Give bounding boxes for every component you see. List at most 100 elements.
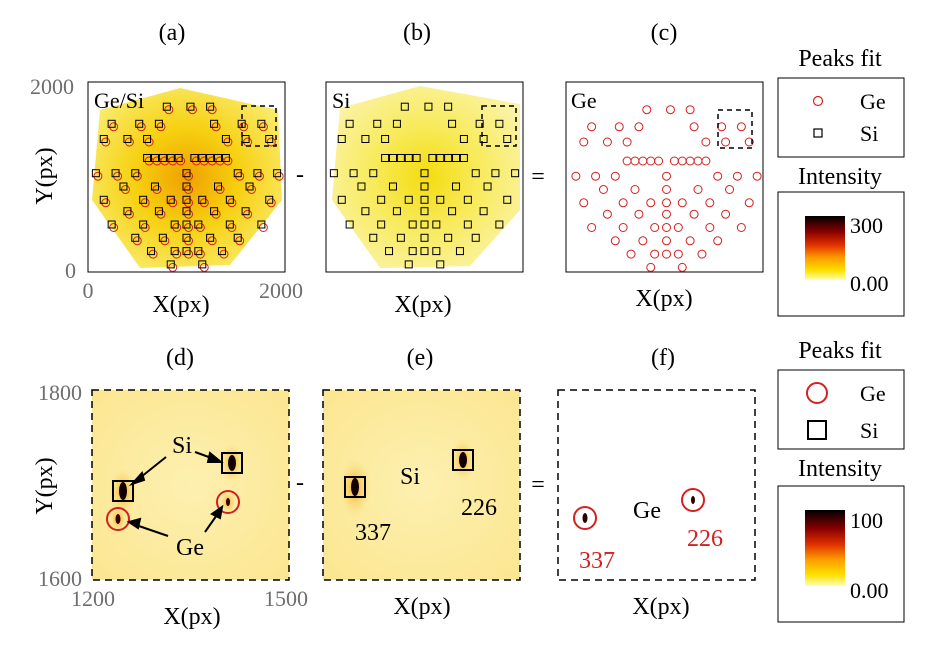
si-peak-marker	[392, 119, 401, 128]
ge-peak-marker	[630, 185, 640, 194]
si-peak-marker	[123, 207, 132, 216]
si-peak-marker	[99, 195, 108, 204]
si-peak-marker	[206, 154, 215, 162]
ge-peak-marker	[701, 137, 711, 147]
panel-b: Si X(px)	[325, 81, 524, 318]
ge-peak-marker	[654, 156, 664, 166]
si-peak-marker	[428, 154, 437, 162]
si-peak-marker	[119, 182, 128, 191]
si-peak-marker	[91, 169, 100, 178]
si-peak-marker	[503, 195, 512, 204]
legend-top-si-label: Si	[860, 121, 878, 146]
panel-c-label: (c)	[651, 20, 678, 46]
si-peak-marker	[432, 220, 441, 229]
colorbar-top-min: 0.00	[850, 271, 889, 296]
ge-peak-marker	[634, 122, 644, 132]
colorbar-top-gradient	[805, 216, 845, 280]
a-ytick-bottom: 0	[65, 258, 76, 283]
panel-f-label: (f)	[651, 345, 675, 371]
si-peak-marker	[99, 135, 108, 143]
si-peak-marker	[396, 154, 405, 162]
si-peak-marker	[329, 169, 338, 178]
ge-peak-marker	[587, 223, 597, 232]
si-peak-marker	[154, 207, 163, 216]
si-peak-marker	[233, 169, 242, 178]
si-peak-marker	[154, 119, 163, 128]
si-peak-marker	[436, 154, 445, 162]
f-tag: Ge	[633, 498, 661, 524]
si-peak-marker	[162, 102, 171, 111]
si-peak-marker	[388, 182, 397, 191]
colorbar-bottom-min: 0.00	[850, 578, 889, 603]
ge-peak-marker	[713, 171, 723, 181]
f-peak-label-337: 337	[579, 548, 615, 574]
si-peak-marker	[420, 247, 429, 256]
ge-peak-marker	[646, 262, 656, 272]
si-peak-marker	[377, 195, 386, 204]
si-peak-marker	[131, 233, 140, 242]
e-xlabel: X(px)	[393, 594, 450, 620]
ge-peak-marker	[610, 236, 620, 246]
ge-peak-marker	[622, 137, 632, 147]
si-peak-marker	[381, 135, 390, 143]
ge-peak-marker	[614, 122, 624, 132]
si-peak-marker	[253, 169, 262, 178]
si-peak-marker	[150, 154, 159, 162]
d-xlabel: X(px)	[163, 604, 220, 630]
si-peak-marker	[107, 220, 116, 229]
si-peak-marker	[432, 247, 441, 256]
legend-top: Peaks fit Ge Si	[777, 46, 905, 158]
si-peak-marker	[190, 154, 199, 162]
ge-peak-marker	[662, 209, 671, 219]
d-ylabel: Y(px)	[32, 457, 58, 514]
si-peak-marker	[182, 182, 191, 191]
si-peak-marker	[377, 220, 386, 229]
si-peak-marker	[182, 207, 191, 216]
minus-operator-top: -	[296, 162, 304, 188]
a-xtick-left: 0	[83, 278, 94, 303]
si-peak-marker	[404, 260, 413, 269]
si-peak-marker	[210, 207, 219, 216]
legend-top-title: Peaks fit	[798, 46, 882, 72]
colorbar-top-max: 300	[850, 213, 883, 238]
ge-peak-marker	[579, 137, 589, 147]
si-peak-marker	[385, 247, 394, 256]
panel-c: Ge X(px)	[565, 81, 764, 312]
si-peak-marker	[361, 135, 370, 143]
ge-peak-marker	[673, 249, 683, 259]
legend-bottom-si-label: Si	[860, 418, 878, 443]
ge-peak-marker	[591, 171, 601, 181]
si-peak-marker	[182, 233, 191, 242]
ge-peak-marker	[721, 137, 731, 147]
panel-c-tag: Ge	[571, 88, 597, 113]
ge-peak-marker	[626, 249, 636, 259]
si-peak-marker	[495, 220, 504, 229]
ge-peak-marker	[752, 171, 762, 181]
legend-top-ge-marker	[812, 95, 824, 107]
panel-d-label: (d)	[166, 345, 194, 371]
si-peak-marker	[408, 247, 417, 256]
si-peak-marker	[511, 169, 520, 178]
si-peak-marker	[349, 169, 358, 178]
si-peak-marker	[206, 233, 215, 242]
si-peak-marker	[483, 182, 492, 191]
si-peak-marker	[444, 154, 453, 162]
si-peak-marker	[495, 119, 504, 128]
ge-peak-marker	[673, 223, 683, 232]
si-peak-marker	[150, 182, 159, 191]
d-ge-annotation: Ge	[176, 535, 204, 561]
si-peak-marker	[471, 169, 480, 178]
si-peak-marker	[475, 119, 484, 128]
ge-peak-marker	[677, 262, 687, 272]
si-peak-marker	[194, 247, 203, 256]
si-peak-marker	[373, 119, 382, 128]
si-peak-marker	[420, 207, 429, 216]
ge-peak-marker	[642, 105, 652, 115]
e-si-fit-box-2	[452, 449, 474, 471]
equals-operator-bottom: =	[531, 472, 545, 498]
e-peak-label-337: 337	[355, 520, 391, 546]
ge-peak-marker	[697, 249, 707, 259]
si-peak-marker	[166, 195, 175, 204]
ge-peak-marker	[744, 137, 754, 147]
e-peak-2	[459, 452, 467, 468]
